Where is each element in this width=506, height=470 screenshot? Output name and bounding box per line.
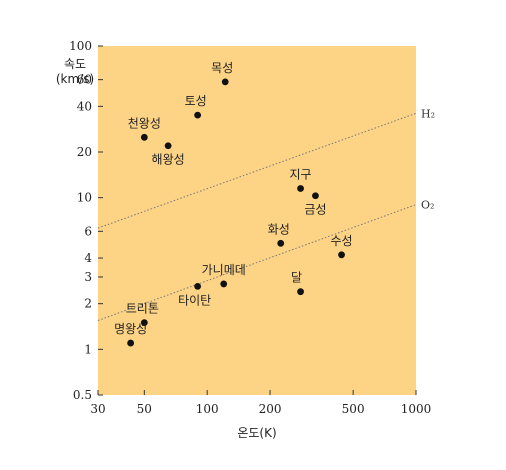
plot-area [98,46,416,395]
data-point [297,288,304,296]
reference-line-label: O₂ [421,199,434,212]
y-axis-title-line1: 속도 [64,57,86,71]
data-point [220,280,228,288]
data-point [312,192,319,200]
y-tick-label: 10 [77,191,92,205]
data-point-label: 해왕성 [152,153,185,167]
data-point-label: 수성 [331,234,353,248]
y-tick-label: 1 [84,342,92,356]
x-tick-label: 500 [342,402,365,416]
x-tick-label: 50 [137,402,152,416]
x-tick-label: 100 [196,402,219,416]
axis-ticks: 0.5 1 2 3 4 6 10 20 40 60 100 30 50 100 200 500 1000 [69,39,431,416]
data-point-label: 천왕성 [128,115,161,130]
y-tick-label: 20 [77,145,92,159]
data-point [140,319,148,327]
y-tick-label: 60 [77,73,92,87]
x-axis-title: 온도(K) [237,426,276,440]
data-point-label: 토성 [185,94,207,108]
x-tick-label: 200 [259,402,282,416]
data-point [194,283,202,290]
y-tick-label: 2 [84,297,92,311]
data-point [338,251,345,259]
y-tick-label: 100 [69,39,92,53]
y-tick-label: 40 [77,99,92,113]
y-tick-label: 0.5 [73,388,92,402]
data-point-label: 지구 [290,167,312,181]
data-point [221,78,229,86]
data-point-label: 명왕성 [114,322,147,336]
data-point [297,185,304,192]
reference-line-label: H₂ [421,107,435,120]
data-point [140,133,148,141]
x-tick-label: 30 [90,402,105,416]
data-point-label: 화성 [268,222,290,236]
data-point [277,239,285,247]
data-point-label: 목성 [211,61,233,75]
reference-line [97,204,417,321]
data-point-label: 타이탄 [178,293,211,307]
y-tick-label: 6 [84,224,92,238]
y-axis-title-line2: (km/s) [56,72,94,86]
data-point-label: 가니메데 [202,263,246,277]
reference-lines: H₂ O₂ [97,107,435,321]
data-point [164,142,172,150]
y-tick-label: 4 [84,251,92,265]
data-point [127,339,135,347]
data-point-label: 금성 [304,203,326,217]
data-point [194,111,202,119]
x-tick-label: 1000 [401,402,432,416]
data-point-label: 달 [291,271,302,285]
y-tick-label: 3 [84,270,92,284]
reference-line [97,112,417,229]
data-point-label: 트리톤 [126,302,159,316]
